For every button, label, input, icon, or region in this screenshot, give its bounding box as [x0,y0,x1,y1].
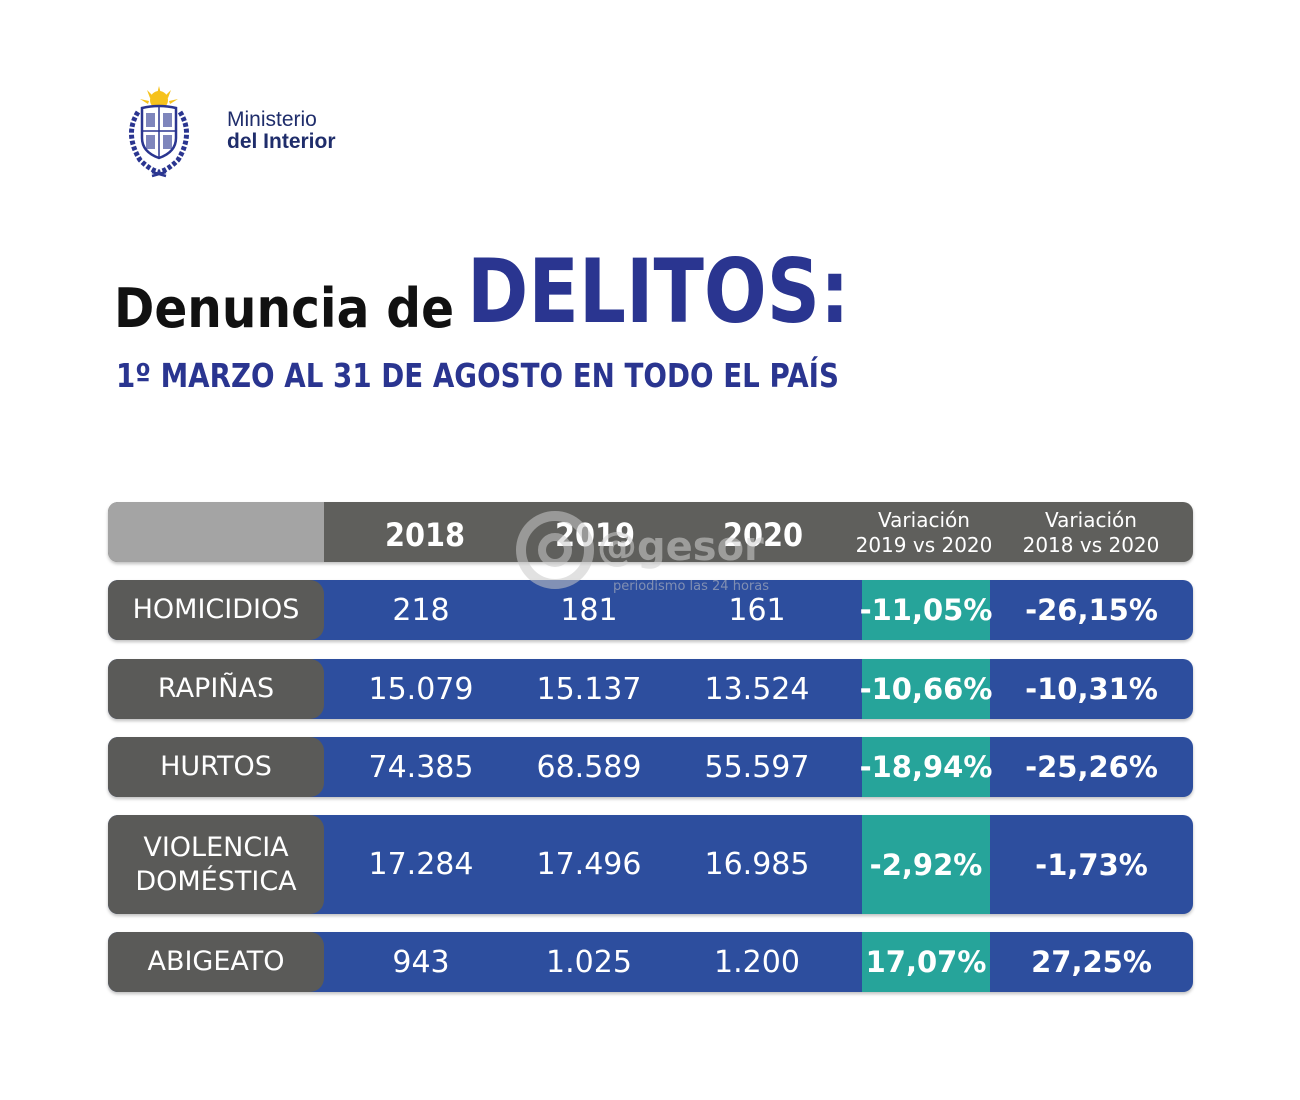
row-category: VIOLENCIA DOMÉSTICA [108,815,324,914]
value-2019: 17.496 [536,847,642,882]
variation-2018-vs-2020: -25,26% [1025,750,1158,784]
col-header-2018: 2018 [384,516,466,554]
table-row: HURTOS 74.385 68.589 55.597 -18,94% -25,26% [108,737,1193,797]
value-2020: 1.200 [714,944,800,980]
value-2018: 218 [392,592,450,628]
ministry-line2: del Interior [227,130,336,154]
row-category: ABIGEATO [108,932,324,992]
coat-of-arms-logo [129,86,189,178]
value-2020: 55.597 [704,749,810,785]
page-subtitle: 1º MARZO AL 31 DE AGOSTO EN TODO EL PAÍS [116,356,839,395]
row-category: HOMICIDIOS [108,580,324,640]
value-2019: 1.025 [546,944,632,980]
row-category-line: HURTOS [160,751,272,782]
row-category-line: DOMÉSTICA [135,865,297,897]
table-row: RAPIÑAS 15.079 15.137 13.524 -10,66% -10,31% [108,659,1193,719]
variation-2019-vs-2020: -11,05% [860,580,992,640]
row-category-line: HOMICIDIOS [132,594,300,625]
variation-2019-vs-2020: 17,07% [862,932,990,992]
variation-2019-vs-2020: -18,94% [860,737,992,797]
title-part1: Denuncia de [114,277,455,340]
value-2018: 15.079 [368,671,474,707]
ministry-line1: Ministerio [227,108,317,131]
value-2020: 161 [728,592,786,628]
row-category-line: RAPIÑAS [157,673,275,704]
variation-2018-vs-2020: 27,25% [1031,945,1152,979]
value-2019: 15.137 [536,671,642,707]
value-2018: 17.284 [368,847,474,882]
title-part2: DELITOS: [466,240,850,343]
col-header-var-19-20-line2: 2019 vs 2020 [855,533,993,557]
page-title: Denuncia de DELITOS: [114,248,922,338]
value-2019: 68.589 [536,749,642,785]
row-category-line: VIOLENCIA [143,831,289,863]
table-row: HOMICIDIOS 218 181 161 -11,05% -26,15% [108,580,1193,640]
variation-2018-vs-2020: -1,73% [1035,847,1148,882]
value-2020: 13.524 [704,671,810,707]
row-category: RAPIÑAS [108,659,324,719]
ministry-name: Ministerio del Interior [227,108,336,154]
col-header-2019: 2019 [554,516,636,554]
col-header-var-19-20: Variación 2019 vs 2020 [839,508,1009,558]
variation-2018-vs-2020: -26,15% [1025,593,1158,627]
table-row: VIOLENCIA DOMÉSTICA 17.284 17.496 16.985 -2,9… [108,815,1193,914]
value-2018: 74.385 [368,749,474,785]
variation-2019-vs-2020: -10,66% [860,659,992,719]
table-header: 2018 2019 2020 Variación 2019 vs 2020 Va… [108,502,1193,562]
col-header-var-19-20-line1: Variación [878,508,970,532]
variation-2019-vs-2020: -2,92% [862,815,990,914]
col-header-var-18-20-line2: 2018 vs 2020 [1022,533,1160,557]
col-header-var-18-20-line1: Variación [1045,508,1137,532]
value-2020: 16.985 [704,847,810,882]
variation-2018-vs-2020: -10,31% [1025,672,1158,706]
value-2019: 181 [560,592,618,628]
row-category-line: ABIGEATO [147,946,285,977]
table-row: ABIGEATO 943 1.025 1.200 17,07% 27,25% [108,932,1193,992]
value-2018: 943 [392,944,450,980]
row-category: HURTOS [108,737,324,797]
col-header-var-18-20: Variación 2018 vs 2020 [1006,508,1176,558]
col-header-2020: 2020 [722,516,804,554]
header-blank-cell [108,502,324,562]
